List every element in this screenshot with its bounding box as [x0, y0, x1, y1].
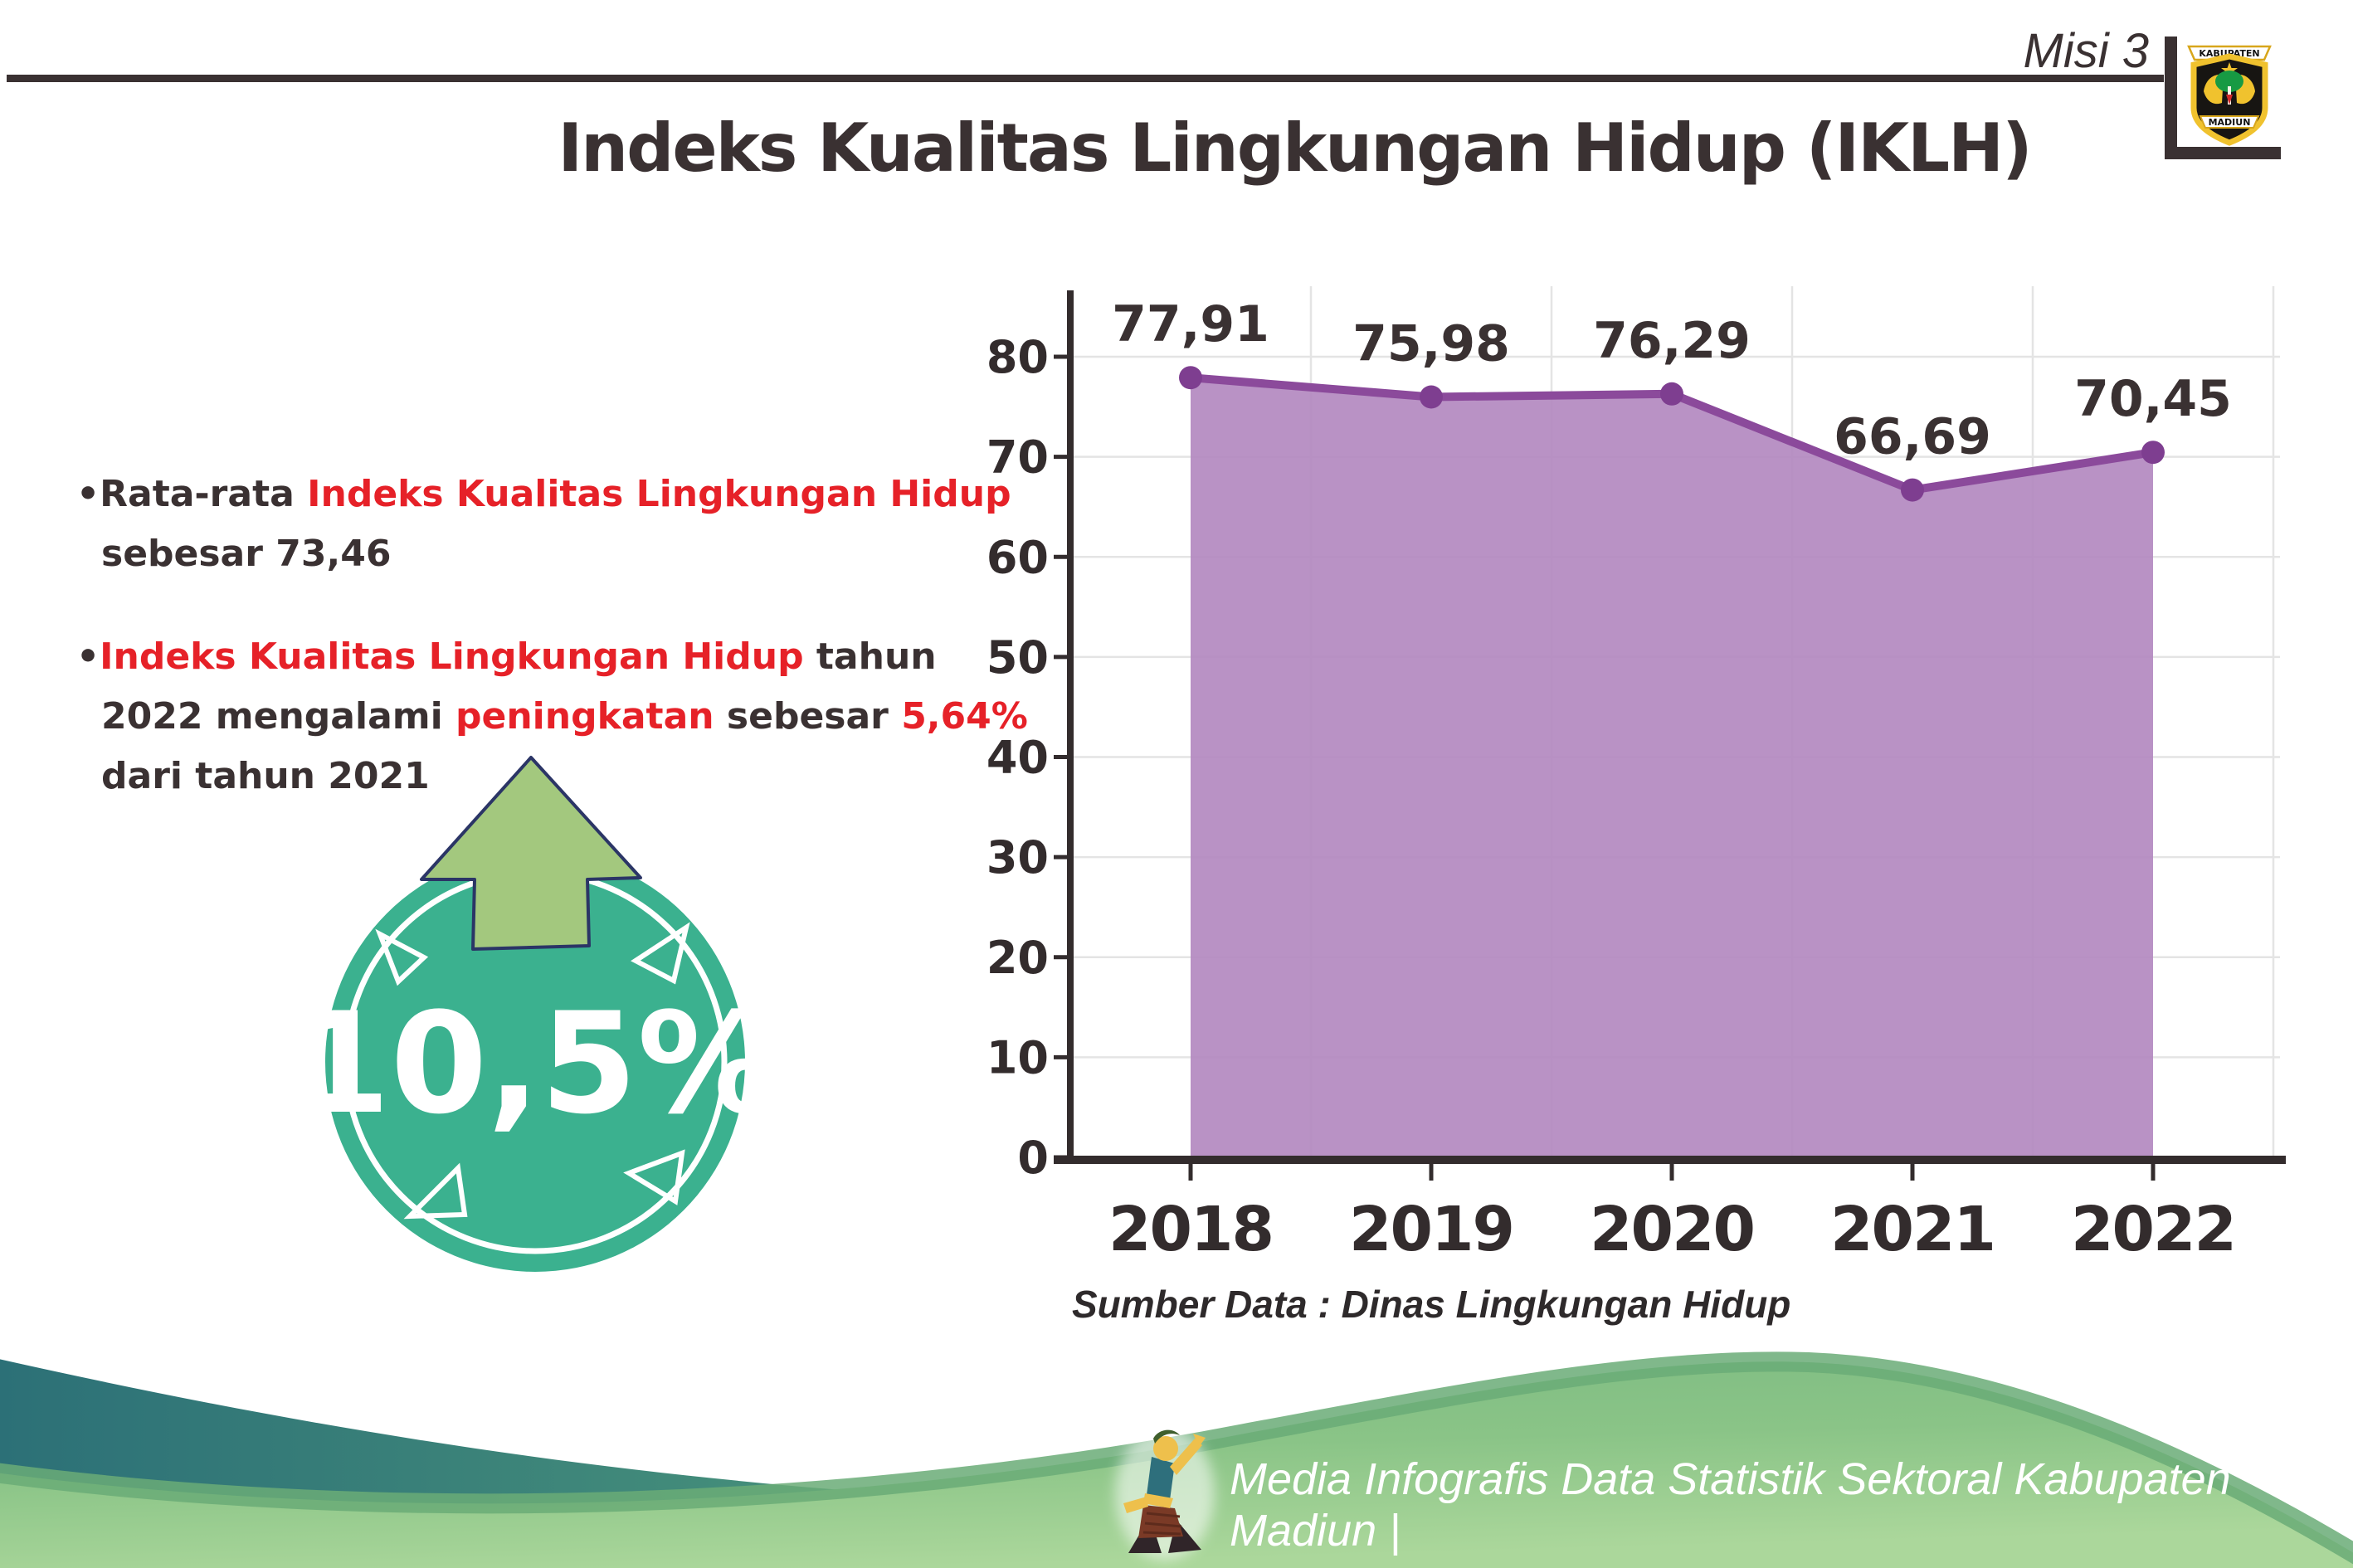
x-tick-label: 2020	[1590, 1194, 1754, 1265]
x-tick	[1910, 1161, 1915, 1181]
logo-bottom-ribbon	[2199, 115, 2260, 129]
increase-badge: 10,5%	[315, 756, 763, 1272]
data-point-marker	[1660, 382, 1683, 406]
logo-top-ribbon	[2187, 45, 2272, 61]
y-tick	[1054, 554, 1070, 559]
bullet-text-segment: sebesar 73,46	[101, 533, 392, 575]
y-tick-label: 0	[1017, 1132, 1049, 1184]
x-tick-label: 2018	[1108, 1194, 1273, 1265]
mascot-icon	[1115, 1427, 1215, 1560]
x-tick	[1669, 1161, 1674, 1181]
y-tick	[1054, 855, 1070, 859]
bullet-text-segment: 5,64%	[901, 695, 1028, 738]
data-point-marker	[1901, 478, 1924, 502]
data-label: 75,98	[1352, 315, 1510, 373]
bullet-text-segment: sebesar	[714, 695, 902, 738]
x-tick	[2151, 1161, 2156, 1181]
x-tick-label: 2021	[1830, 1194, 1995, 1265]
spark-triangle-icon	[403, 1162, 468, 1220]
y-tick	[1054, 955, 1070, 960]
y-tick	[1054, 655, 1070, 660]
y-tick	[1054, 1155, 1070, 1160]
data-label: 66,69	[1834, 408, 1991, 466]
logo-tree	[2215, 71, 2243, 92]
y-tick-label: 30	[987, 831, 1049, 884]
data-label: 76,29	[1593, 312, 1751, 370]
bullet-increase-2022: •Indeks Kualitas Lingkungan Hidup tahun …	[76, 627, 1039, 806]
y-tick-label: 40	[987, 732, 1049, 784]
logo-bottom-text: MADIUN	[2209, 117, 2251, 128]
logo-star-icon	[2221, 62, 2238, 78]
badge-value: 10,5%	[315, 982, 763, 1145]
page-title: Indeks Kualitas Lingkungan Hidup (IKLH)	[558, 110, 2032, 187]
y-tick	[1054, 755, 1070, 759]
y-tick	[1054, 455, 1070, 460]
bullet-text-segment: Indeks Kualitas Lingkungan Hidup	[307, 473, 1011, 515]
x-tick-label: 2019	[1349, 1194, 1513, 1265]
bullet-text-segment: peningkatan	[455, 695, 714, 738]
y-tick	[1054, 354, 1070, 359]
logo-emblem	[2226, 95, 2233, 105]
iklh-chart-svg: 77,91 75,98 76,29 66,69 70,45 0 10 20 30 40 50 60 70…	[987, 286, 2286, 1265]
spark-triangle-icon	[631, 922, 690, 985]
footer-dome-edge	[0, 1351, 2353, 1565]
x-tick-label: 2022	[2071, 1194, 2235, 1265]
data-point-marker	[2141, 441, 2165, 465]
y-tick-label: 50	[987, 631, 1049, 684]
summary-bullets: •Rata-rata Indeks Kualitas Lingkungan Hi…	[76, 465, 1039, 850]
x-tick	[1429, 1161, 1434, 1181]
logo-bracket-horizontal	[2165, 147, 2281, 159]
bullet-text-segment: •Rata-rata	[76, 473, 308, 515]
bullet-text-segment: •	[76, 635, 100, 678]
up-arrow-icon	[420, 756, 642, 951]
y-tick-label: 70	[987, 431, 1049, 484]
data-point-marker	[1179, 366, 1202, 390]
misi-label: Misi 3	[2023, 24, 2149, 78]
spark-triangle-icon	[375, 928, 429, 986]
x-tick	[1188, 1161, 1193, 1181]
area-fill	[1191, 377, 2153, 1157]
iklh-chart: 77,91 75,98 76,29 66,69 70,45 0 10 20 30 40 50 60 70…	[987, 265, 2315, 1352]
logo-bracket-vertical	[2165, 37, 2177, 158]
bullet-text-segment: Indeks Kualitas Lingkungan Hidup	[100, 635, 804, 678]
y-tick-label: 60	[987, 531, 1049, 583]
y-tick-label: 80	[987, 331, 1049, 383]
spark-triangle-icon	[623, 1149, 685, 1205]
header-rule	[7, 75, 2164, 82]
footer-wave	[0, 1351, 2353, 1568]
y-tick	[1054, 1054, 1070, 1059]
kabupaten-madiun-logo: KABUPATEN MADIUN	[2187, 45, 2272, 146]
data-point-marker	[1420, 385, 1443, 409]
y-axis-line	[1067, 290, 1074, 1164]
footer-caption: Media Infografis Data Statistik Sektoral…	[1230, 1454, 2231, 1556]
data-label: 70,45	[2074, 370, 2232, 428]
chart-source-note: Sumber Data : Dinas Lingkungan Hidup	[1072, 1283, 1791, 1326]
y-tick-label: 20	[987, 932, 1049, 984]
y-tick-label: 10	[987, 1031, 1049, 1083]
data-label: 77,91	[1112, 295, 1269, 353]
x-axis-line	[1054, 1156, 2286, 1164]
bullet-text-segment: tahun 2022 mengalami	[101, 635, 937, 738]
bullet-average-iklh: •Rata-rata Indeks Kualitas Lingkungan Hi…	[76, 465, 1039, 584]
bullet-text-segment: dari tahun 2021	[101, 755, 430, 797]
